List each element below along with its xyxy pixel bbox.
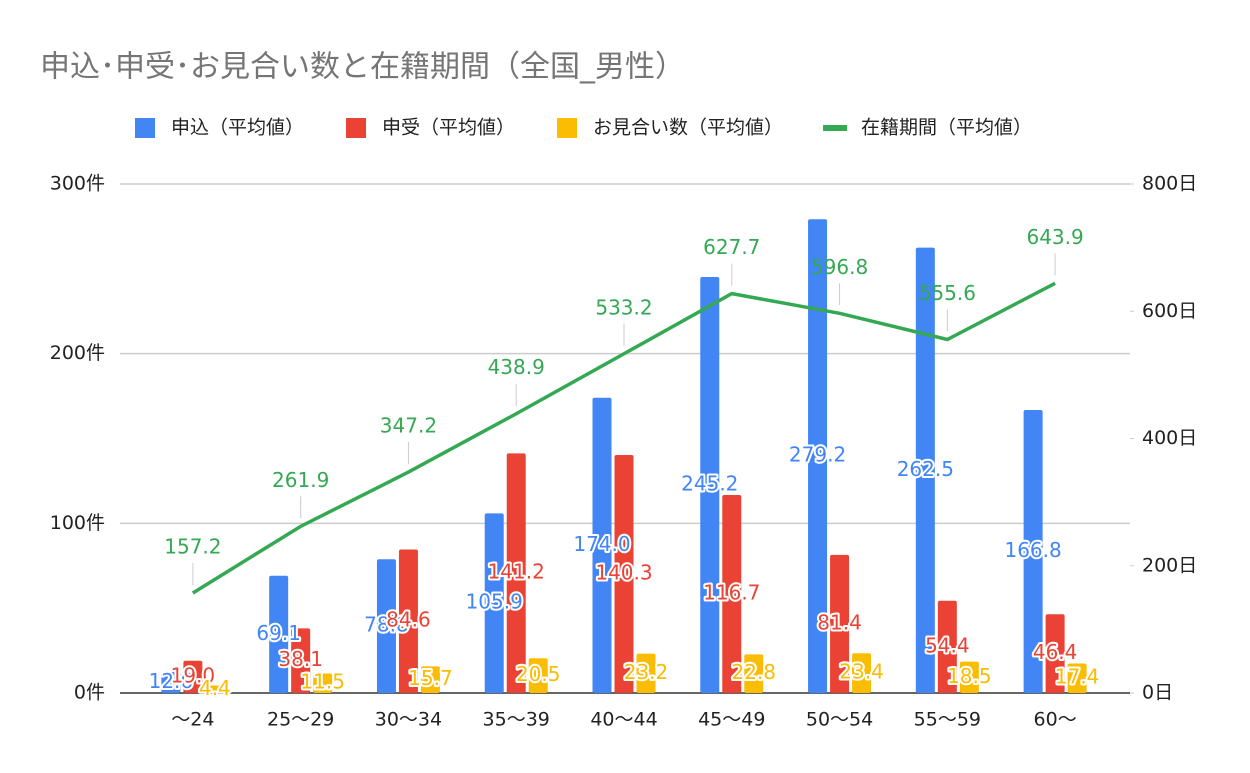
bar xyxy=(269,575,289,693)
x-tick-label: 〜24 xyxy=(171,709,214,731)
bar-label: 4.4 xyxy=(199,676,231,700)
bar-label: 23.4 xyxy=(839,660,884,684)
bar xyxy=(636,653,656,693)
bar-label: 11.5 xyxy=(300,670,345,694)
bar xyxy=(183,660,203,693)
bar-label: 18.5 xyxy=(947,664,992,688)
bar xyxy=(830,554,850,693)
legend-label: 申込（平均値） xyxy=(171,117,304,139)
legend-label: 申受（平均値） xyxy=(382,117,515,139)
chart-title: 申込･申受･お見合い数と在籍期間（全国_男性） xyxy=(40,50,685,85)
x-tick-label: 60〜 xyxy=(1034,709,1077,731)
line xyxy=(191,281,1056,595)
line-label: 555.6 xyxy=(919,281,976,305)
bar xyxy=(484,513,504,693)
legend-label: お見合い数（平均値） xyxy=(593,117,783,139)
y2-tick-label: 800日 xyxy=(1142,173,1197,195)
bar-label: 140.3 xyxy=(595,560,652,584)
line-label: 157.2 xyxy=(164,534,221,558)
x-tick-label: 50〜54 xyxy=(806,709,873,731)
bar xyxy=(291,628,311,693)
bar-label: 22.8 xyxy=(732,660,777,684)
x-tick-label: 55〜59 xyxy=(914,709,981,731)
bar-label: 245.2 xyxy=(681,471,738,495)
bar-label: 105.9 xyxy=(466,590,523,614)
legend-swatch xyxy=(823,125,848,131)
bar-label: 17.4 xyxy=(1055,665,1100,689)
bar xyxy=(1023,409,1043,693)
line-label: 438.9 xyxy=(488,355,545,379)
bar xyxy=(1045,614,1065,693)
x-tick-label: 35〜39 xyxy=(483,709,550,731)
bar xyxy=(722,494,742,693)
line-label: 347.2 xyxy=(380,414,437,438)
bar xyxy=(205,685,225,693)
bar-label: 116.7 xyxy=(703,580,760,604)
line-label: 643.9 xyxy=(1026,225,1083,249)
legend-label: 在籍期間（平均値） xyxy=(861,117,1032,139)
bar xyxy=(376,559,396,693)
y2-tick-label: 200日 xyxy=(1142,554,1197,576)
bar-label: 279.2 xyxy=(789,443,846,467)
bar-label: 174.0 xyxy=(573,532,630,556)
bar-label: 166.8 xyxy=(1004,538,1061,562)
bar xyxy=(528,658,548,693)
bar-label: 81.4 xyxy=(817,610,862,634)
bar xyxy=(420,666,440,693)
bar xyxy=(1067,663,1087,693)
y-tick-label: 0件 xyxy=(74,682,105,704)
x-tick-label: 25〜29 xyxy=(267,709,334,731)
y2-tick-label: 0日 xyxy=(1142,682,1173,704)
bar xyxy=(700,276,720,693)
bar-label: 69.1 xyxy=(256,621,301,645)
y-tick-label: 300件 xyxy=(50,173,105,195)
line-label: 533.2 xyxy=(595,295,652,319)
bar xyxy=(937,600,957,693)
bar-label: 46.4 xyxy=(1033,640,1078,664)
legend-swatch xyxy=(557,118,578,138)
x-tick-label: 40〜44 xyxy=(590,709,657,731)
bar xyxy=(614,454,634,693)
line-label: 261.9 xyxy=(272,468,329,492)
bar xyxy=(506,453,526,693)
bar xyxy=(915,247,935,693)
x-tick-label: 30〜34 xyxy=(375,709,442,731)
legend-swatch xyxy=(346,118,367,138)
x-tick-label: 45〜49 xyxy=(698,709,765,731)
y-tick-label: 200件 xyxy=(50,342,105,364)
y-tick-label: 100件 xyxy=(50,512,105,534)
legend-swatch xyxy=(135,118,155,138)
bar xyxy=(161,671,181,693)
bar xyxy=(313,673,333,693)
bar-label: 141.2 xyxy=(488,560,545,584)
bar-label: 20.5 xyxy=(516,662,561,686)
line-label: 596.8 xyxy=(811,255,868,279)
bar xyxy=(744,654,764,693)
bar xyxy=(808,219,828,694)
line-label: 627.7 xyxy=(703,235,760,259)
bar-label: 19.0 xyxy=(171,663,216,687)
bar xyxy=(852,653,872,693)
bar-label: 38.1 xyxy=(278,647,323,671)
bar xyxy=(592,397,612,693)
bar-label: 12.6 xyxy=(149,669,194,693)
bar-label: 23.2 xyxy=(624,660,669,684)
bar-label: 84.6 xyxy=(386,608,431,632)
y2-tick-label: 400日 xyxy=(1142,427,1197,449)
y2-tick-label: 600日 xyxy=(1142,300,1197,322)
bar xyxy=(398,549,418,693)
bar-label: 78.8 xyxy=(364,613,409,637)
bar-label: 15.7 xyxy=(408,666,453,690)
bar-label: 262.5 xyxy=(897,457,954,481)
bar-label: 54.4 xyxy=(925,633,970,657)
bar xyxy=(959,661,979,693)
